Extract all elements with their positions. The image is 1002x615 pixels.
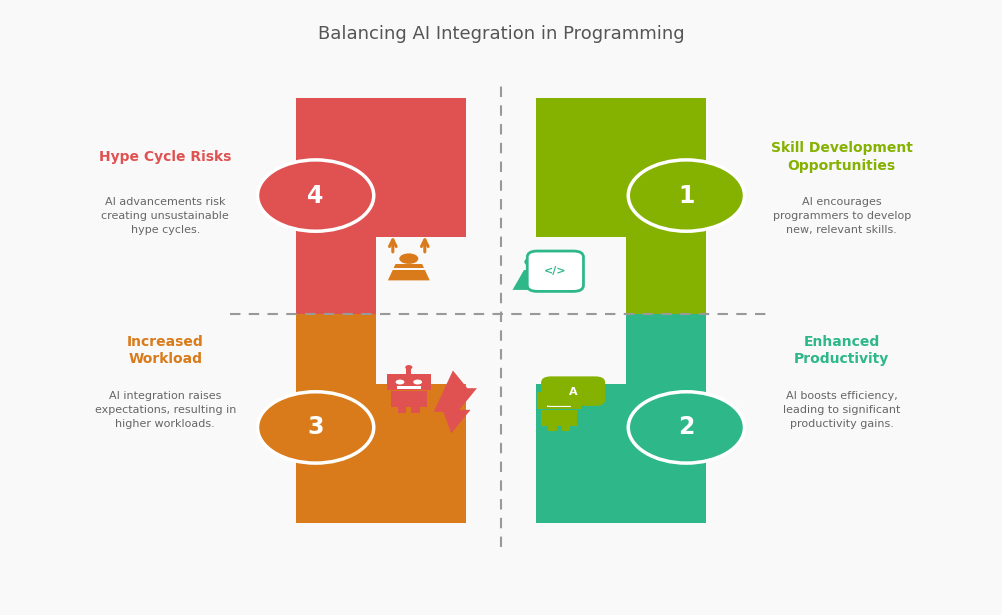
Bar [296,384,466,523]
Ellipse shape [555,384,563,388]
FancyBboxPatch shape [541,376,605,406]
Text: AI encourages
programmers to develop
new, relevant skills.: AI encourages programmers to develop new… [773,197,911,235]
Bar [541,410,577,426]
Bar [296,314,376,384]
Text: A: A [569,387,577,397]
Bar [398,407,407,413]
Bar [536,98,706,237]
Bar [391,391,427,407]
Bar [547,405,571,407]
Bar [411,407,420,413]
Polygon shape [388,264,430,280]
Bar [561,426,570,431]
Bar [397,386,421,389]
FancyBboxPatch shape [527,251,583,292]
Text: AI integration raises
expectations, resulting in
higher workloads.: AI integration raises expectations, resu… [94,391,236,429]
Text: Hype Cycle Risks: Hype Cycle Risks [99,150,231,164]
Bar [548,426,557,431]
Bar [626,314,706,384]
Ellipse shape [396,379,405,384]
Circle shape [628,160,744,231]
Bar [407,368,411,374]
Bar [296,98,466,237]
Text: Increased
Workload: Increased Workload [127,335,203,367]
Text: </>: </> [544,266,567,276]
Text: Enhanced
Productivity: Enhanced Productivity [794,335,890,367]
Text: 3: 3 [308,415,324,440]
Bar [537,392,581,409]
Bar [296,237,376,314]
Text: AI boosts efficiency,
leading to significant
productivity gains.: AI boosts efficiency, leading to signifi… [783,391,901,429]
Ellipse shape [413,379,422,384]
Polygon shape [551,400,561,405]
Ellipse shape [524,258,539,266]
Bar [626,237,706,314]
Polygon shape [512,270,545,290]
Text: 2: 2 [678,415,694,440]
Ellipse shape [563,398,572,403]
Polygon shape [434,370,477,434]
Ellipse shape [546,398,555,403]
Text: AI advancements risk
creating unsustainable
hype cycles.: AI advancements risk creating unsustaina… [101,197,229,235]
Bar [388,268,430,270]
Circle shape [628,392,744,463]
Circle shape [258,160,374,231]
Text: 1: 1 [678,183,694,208]
Text: 4: 4 [308,183,324,208]
Ellipse shape [399,253,419,264]
Text: Balancing AI Integration in Programming: Balancing AI Integration in Programming [318,25,684,43]
Circle shape [258,392,374,463]
Bar [557,386,561,392]
Text: Skill Development
Opportunities: Skill Development Opportunities [771,141,913,173]
Ellipse shape [405,365,413,370]
Bar [387,374,431,391]
Bar [536,384,706,523]
